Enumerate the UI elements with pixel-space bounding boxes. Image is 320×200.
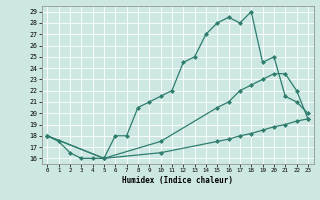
X-axis label: Humidex (Indice chaleur): Humidex (Indice chaleur) [122,176,233,185]
